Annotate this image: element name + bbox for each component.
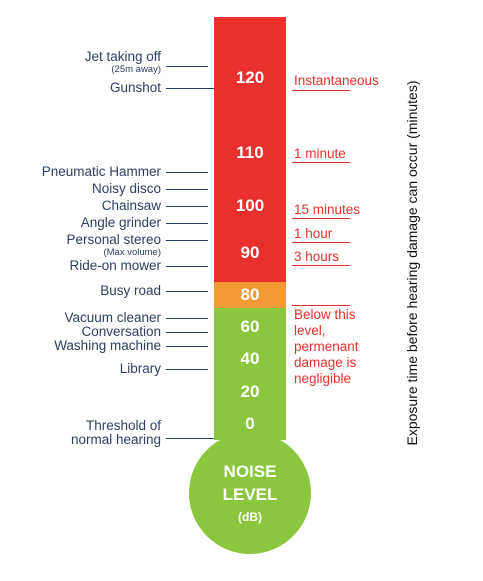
tick-conversation [166, 332, 208, 333]
tick-mower [166, 266, 208, 267]
source-pneumatic-hammer: Pneumatic Hammer [41, 164, 161, 179]
level-60: 60 [240, 317, 260, 336]
tick-threshold [166, 438, 214, 439]
source-library: Library [119, 361, 161, 376]
source-stereo-note: (Max volume) [103, 247, 161, 258]
source-chainsaw: Chainsaw [101, 198, 161, 213]
source-noisy-disco: Noisy disco [91, 181, 161, 196]
source-jet: Jet taking off [84, 49, 161, 64]
level-100: 100 [235, 196, 265, 215]
source-angle-grinder: Angle grinder [80, 215, 161, 230]
exposure-instantaneous: Instantaneous [294, 73, 379, 88]
source-ride-on-mower: Ride-on mower [69, 258, 161, 273]
level-120: 120 [235, 68, 265, 87]
source-threshold-line1: Threshold of [85, 418, 161, 433]
source-busy-road: Busy road [100, 283, 161, 298]
bulb-title-line2: LEVEL [222, 485, 278, 504]
bulb-title-line1: NOISE [223, 462, 277, 481]
tick-jet [166, 66, 208, 67]
tick-chainsaw [166, 206, 208, 207]
exposure-tick-1hr [292, 242, 350, 243]
exposure-axis-title: Exposure time before hearing damage can … [404, 80, 420, 446]
tick-grinder [166, 223, 208, 224]
source-washing-machine: Washing machine [54, 338, 161, 353]
thermometer-red-section [214, 17, 286, 282]
bulb-unit: (dB) [238, 510, 262, 524]
thermometer-green-section [214, 308, 286, 440]
tick-pneumatic [166, 172, 208, 173]
source-gunshot: Gunshot [109, 80, 161, 95]
exposure-tick-3hr [292, 265, 350, 266]
exposure-tick-instant [292, 90, 350, 91]
tick-stereo [166, 240, 208, 241]
exposure-1-minute: 1 minute [294, 146, 346, 161]
level-90: 90 [240, 243, 260, 262]
tick-vacuum [166, 318, 208, 319]
source-conversation: Conversation [81, 324, 161, 339]
exposure-tick-negligible [292, 305, 350, 306]
level-20: 20 [240, 382, 260, 401]
thermometer-bulb [189, 432, 311, 554]
exposure-1-hour: 1 hour [294, 226, 333, 241]
tick-gunshot [166, 88, 214, 89]
level-110: 110 [236, 143, 264, 162]
tick-washing [166, 346, 208, 347]
source-personal-stereo: Personal stereo [66, 232, 161, 247]
exposure-3-hours: 3 hours [294, 249, 340, 264]
source-jet-note: (25m away) [111, 64, 161, 75]
exposure-tick-1min [292, 162, 350, 163]
tick-road [166, 291, 208, 292]
tick-library [166, 369, 208, 370]
level-0: 0 [245, 414, 255, 433]
level-80: 80 [240, 285, 260, 304]
exposure-15-minutes: 15 minutes [294, 202, 361, 217]
thermometer-orange-section [214, 282, 286, 308]
source-vacuum-cleaner: Vacuum cleaner [64, 310, 161, 325]
source-threshold-line2: normal hearing [70, 432, 161, 447]
exposure-tick-15min [292, 218, 350, 219]
level-40: 40 [240, 349, 260, 368]
tick-disco [166, 189, 208, 190]
exposure-negligible-note: Below this level, permenant damage is ne… [294, 307, 359, 386]
